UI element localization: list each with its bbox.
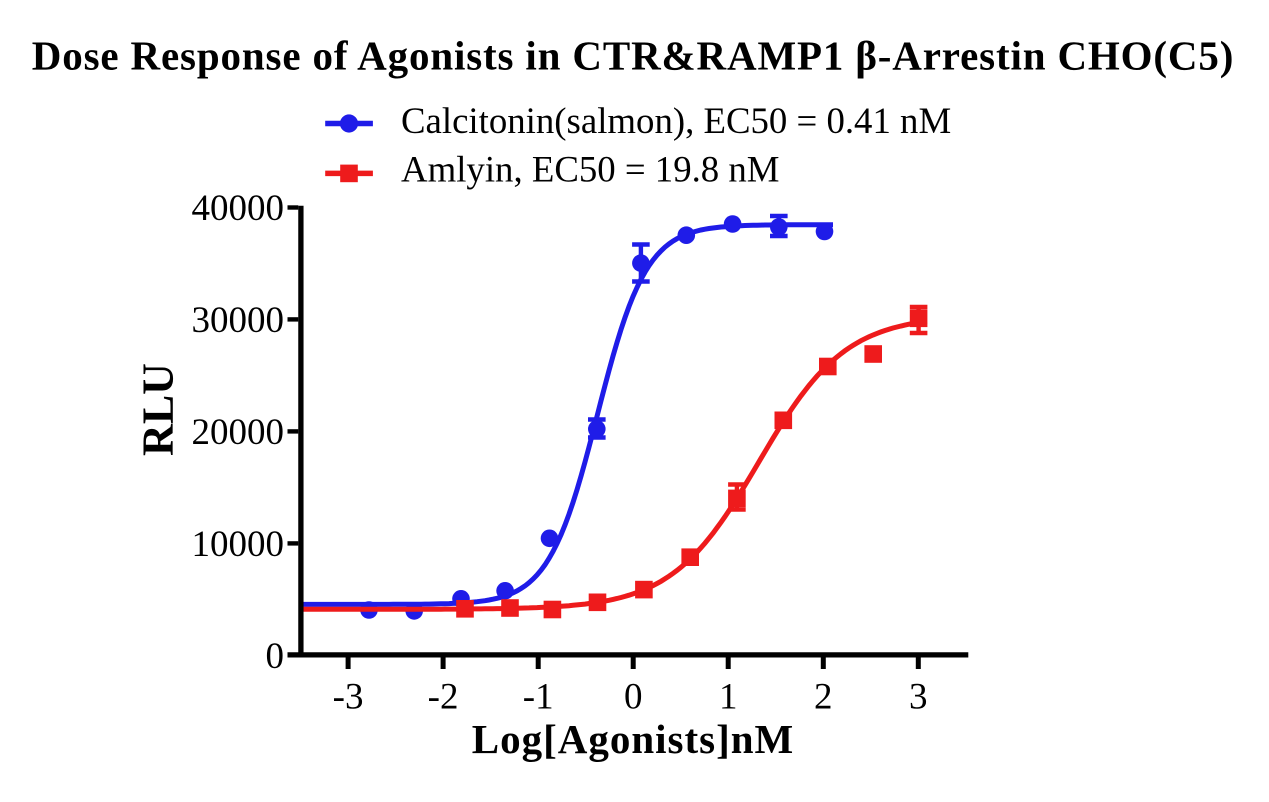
svg-text:RLU: RLU — [134, 363, 183, 456]
svg-text:10000: 10000 — [192, 524, 285, 565]
svg-text:2: 2 — [814, 677, 833, 718]
svg-text:Log[Agonists]nM: Log[Agonists]nM — [472, 716, 795, 762]
svg-text:30000: 30000 — [192, 300, 285, 341]
svg-text:Calcitonin(salmon), EC50 = 0.4: Calcitonin(salmon), EC50 = 0.41 nM — [401, 100, 951, 141]
svg-text:-3: -3 — [333, 677, 364, 718]
svg-text:Dose Response of Agonists in C: Dose Response of Agonists in CTR&RAMP1 β… — [32, 33, 1234, 79]
svg-text:3: 3 — [909, 677, 928, 718]
svg-text:0: 0 — [266, 636, 285, 677]
svg-text:-2: -2 — [428, 677, 459, 718]
svg-text:1: 1 — [719, 677, 738, 718]
svg-text:-1: -1 — [523, 677, 554, 718]
svg-text:40000: 40000 — [192, 188, 285, 229]
svg-text:20000: 20000 — [192, 412, 285, 453]
svg-text:0: 0 — [624, 677, 643, 718]
svg-text:Amlyin, EC50 = 19.8 nM: Amlyin, EC50 = 19.8 nM — [401, 148, 780, 189]
